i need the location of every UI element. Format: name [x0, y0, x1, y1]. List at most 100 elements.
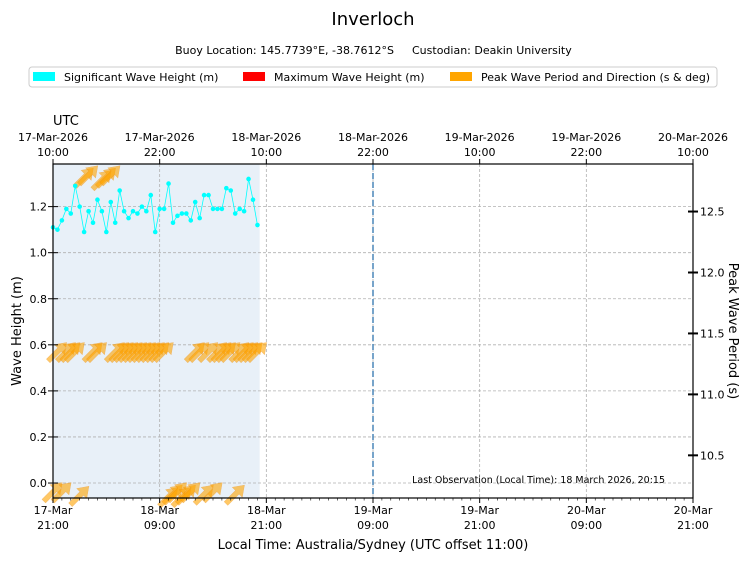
top-tick-time: 10:00 [37, 146, 69, 159]
peak-direction-arrow [46, 342, 67, 364]
top-tick-time: 22:00 [570, 146, 602, 159]
bottom-tick-time: 21:00 [464, 519, 496, 532]
top-tick-date: 19-Mar-2026 [445, 131, 515, 144]
last-observation-label: Last Observation (Local Time): 18 March … [412, 475, 665, 486]
peak-direction-arrow [63, 342, 85, 364]
buoy-location-label: Buoy Location: 145.7739°E, -38.7612°S [175, 44, 394, 57]
bottom-tick-date: 18-Mar [247, 504, 286, 517]
significant-wave-point [72, 183, 78, 189]
right-tick-label: 12.5 [700, 206, 725, 219]
significant-wave-point [144, 208, 149, 214]
left-tick-label: 0.8 [30, 293, 48, 306]
significant-wave-point [90, 220, 96, 226]
top-tick-date: 20-Mar-2026 [658, 131, 728, 144]
chart-title: Inverloch [331, 9, 414, 30]
top-tick-date: 19-Mar-2026 [551, 131, 621, 144]
significant-wave-point [126, 215, 131, 221]
bottom-tick-time: 09:00 [357, 519, 389, 532]
peak-direction-arrow [197, 342, 219, 364]
peak-direction-arrow [41, 482, 63, 504]
significant-wave-point [157, 206, 162, 212]
legend-label-maximum: Maximum Wave Height (m) [274, 71, 425, 84]
bottom-axis-label: Local Time: Australia/Sydney (UTC offset… [218, 538, 529, 553]
peak-direction-arrow [77, 165, 99, 187]
legend-swatch-peak [450, 72, 472, 81]
significant-wave-point [166, 181, 171, 186]
legend-swatch-maximum [243, 72, 265, 81]
top-tick-date: 18-Mar-2026 [231, 131, 301, 144]
significant-wave-point [201, 192, 207, 198]
axes: 17-Mar 21:00 18-Mar 09:00 18-Mar 21:00 19-Mar 0… [18, 131, 728, 532]
legend-frame [28, 66, 718, 88]
custodian-label: Custodian: Deakin University [412, 44, 572, 57]
peak-direction-arrow [152, 342, 174, 364]
left-tick-label: 0.2 [30, 431, 48, 444]
top-tick-time: 22:00 [357, 146, 389, 159]
peak-direction-arrow [246, 342, 267, 364]
significant-wave-point [135, 211, 140, 216]
bottom-tick-date: 17-Mar [34, 504, 73, 517]
significant-wave-point [255, 222, 260, 228]
significant-wave-point [184, 211, 189, 216]
significant-wave-point [237, 206, 242, 212]
left-tick-label: 1.0 [30, 247, 48, 260]
significant-wave-point [179, 211, 185, 216]
bottom-tick-time: 21:00 [37, 519, 69, 532]
significant-wave-point [130, 208, 136, 214]
bottom-tick-time: 21:00 [677, 519, 709, 532]
peak-direction-arrow [219, 342, 241, 364]
significant-wave-point [206, 192, 211, 198]
utc-axis-label: UTC [53, 114, 79, 129]
bottom-tick-date: 18-Mar [140, 504, 179, 517]
significant-wave-point [228, 188, 234, 193]
significant-wave-point [175, 213, 180, 219]
left-tick-label: 1.2 [30, 201, 48, 214]
significant-wave-point [64, 206, 69, 212]
significant-wave-point [86, 208, 91, 214]
significant-wave-point [192, 199, 198, 205]
right-tick-label: 12.0 [700, 266, 725, 279]
bottom-tick-date: 19-Mar [460, 504, 499, 517]
significant-wave-point [188, 218, 194, 223]
significant-wave-point [232, 211, 238, 216]
significant-wave-point [219, 206, 225, 212]
right-tick-label: 11.0 [700, 388, 725, 401]
significant-wave-point [81, 229, 87, 235]
significant-wave-point [215, 206, 220, 212]
peak-direction-arrow [68, 486, 90, 507]
significant-wave-point [112, 220, 118, 226]
top-tick-time: 22:00 [144, 146, 176, 159]
peak-direction-arrow [188, 342, 210, 364]
bottom-tick-date: 20-Mar [567, 504, 606, 517]
significant-wave-series [50, 176, 260, 235]
bottom-tick-time: 09:00 [570, 519, 602, 532]
significant-wave-point [224, 185, 229, 191]
bottom-tick-time: 09:00 [144, 519, 176, 532]
significant-wave-point [250, 197, 256, 203]
legend-swatch-significant [33, 72, 55, 81]
significant-wave-point [117, 188, 122, 193]
bottom-tick-date: 19-Mar [354, 504, 393, 517]
peak-direction-arrow [99, 165, 121, 187]
significant-wave-point [170, 220, 176, 226]
significant-wave-point [95, 197, 100, 203]
observation-period-area [53, 164, 260, 498]
right-tick-label: 11.5 [700, 327, 725, 340]
top-tick-time: 10:00 [677, 146, 709, 159]
bottom-tick-date: 20-Mar [674, 504, 713, 517]
significant-wave-point [77, 204, 82, 209]
legend: Significant Wave Height (m) Maximum Wave… [28, 66, 718, 88]
significant-wave-point [55, 227, 60, 232]
significant-wave-point [121, 208, 127, 214]
observation-shade [53, 164, 260, 498]
peak-direction-arrow [223, 484, 245, 506]
right-axis-label: Peak Wave Period (s) [725, 263, 740, 399]
significant-wave-point [99, 208, 105, 214]
left-tick-label: 0.0 [30, 477, 48, 490]
significant-wave-point [161, 206, 167, 212]
legend-label-significant: Significant Wave Height (m) [64, 71, 218, 84]
significant-wave-point [148, 192, 154, 198]
peak-direction-arrow [86, 342, 107, 364]
significant-wave-point [241, 208, 247, 214]
